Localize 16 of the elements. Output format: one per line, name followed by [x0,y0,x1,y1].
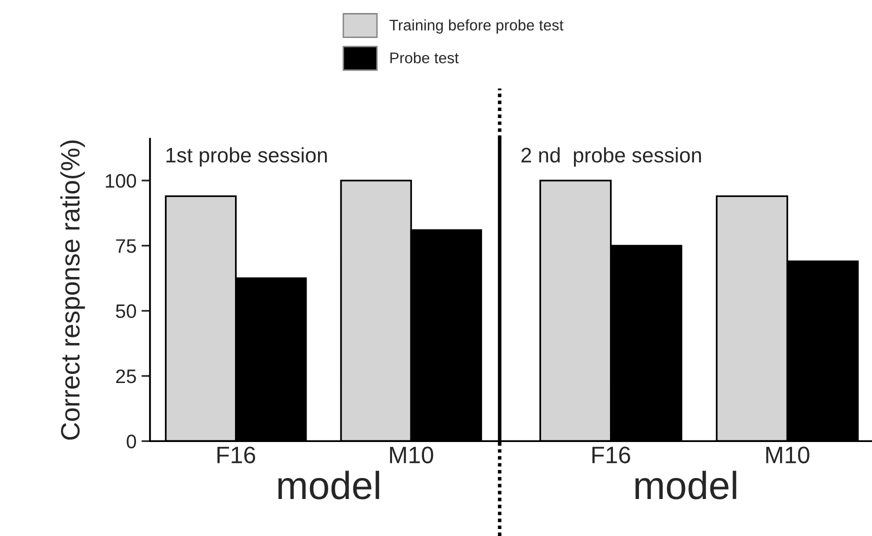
y-tick-label: 0 [126,434,136,448]
x-tick-label: M10 [766,446,810,464]
y-tick-label: 50 [116,304,136,318]
x-axis-title: model [635,470,736,500]
chart-title: 1st probe session [166,147,327,167]
y-tick-label: 75 [116,239,136,253]
y-tick-label: 25 [116,369,136,384]
y-axis-title: Correct response ratio(%) [60,140,85,440]
x-tick-label: F16 [592,446,630,464]
legend-label: Probe test [390,52,459,64]
x-axis-title: model [278,470,380,500]
x-tick-label: F16 [217,446,256,464]
y-tick-label: 100 [106,174,136,188]
legend-label: Training before probe test [390,19,564,34]
chart-title: 2 nd probe session [522,147,701,167]
x-tick-label: M10 [390,446,434,464]
